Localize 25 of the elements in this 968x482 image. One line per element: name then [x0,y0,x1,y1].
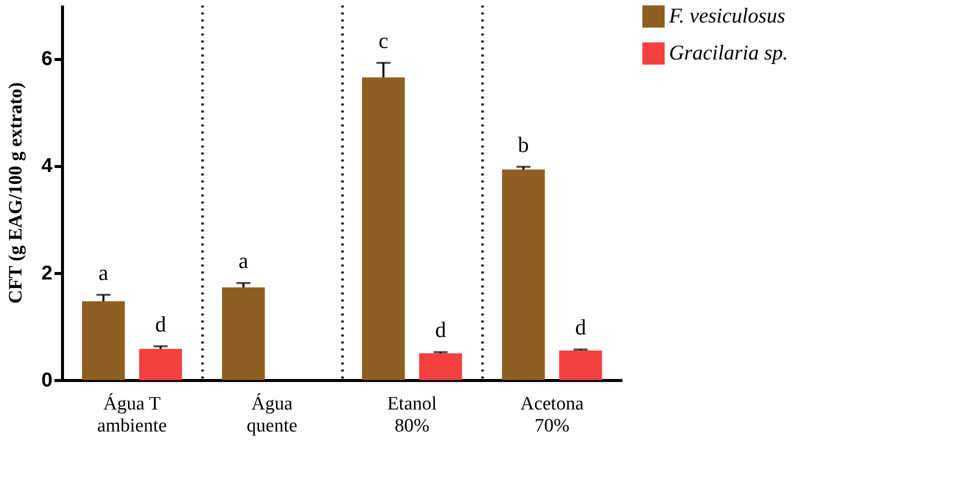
y-axis-title: CFT (g EAG/100 g extrato) [5,82,26,304]
legend-label: F. vesiculosus [668,4,786,28]
bar [82,301,125,380]
y-tick-label: 6 [41,48,52,70]
bar [362,77,405,380]
x-tick-label: Água quente [246,392,298,436]
data-label: d [435,317,446,342]
bar [559,350,602,380]
data-label: c [378,28,389,53]
data-label: a [98,260,109,285]
data-label: d [155,311,166,336]
x-tick-label: Etanol 80% [387,394,437,436]
data-label: d [575,314,586,340]
bar [139,348,182,380]
bar [222,287,265,380]
y-tick-label: 4 [41,155,54,178]
x-tick-label: Água T ambiente [97,392,167,436]
data-label: b [518,132,529,157]
data-label: a [238,248,249,274]
x-tick-label: Acetona 70% [520,394,584,436]
bar [502,169,545,380]
legend-label: Gracilaria sp. [669,40,788,64]
y-tick-label: 2 [41,262,52,284]
bar [419,353,462,380]
y-tick-label: 0 [41,370,52,392]
